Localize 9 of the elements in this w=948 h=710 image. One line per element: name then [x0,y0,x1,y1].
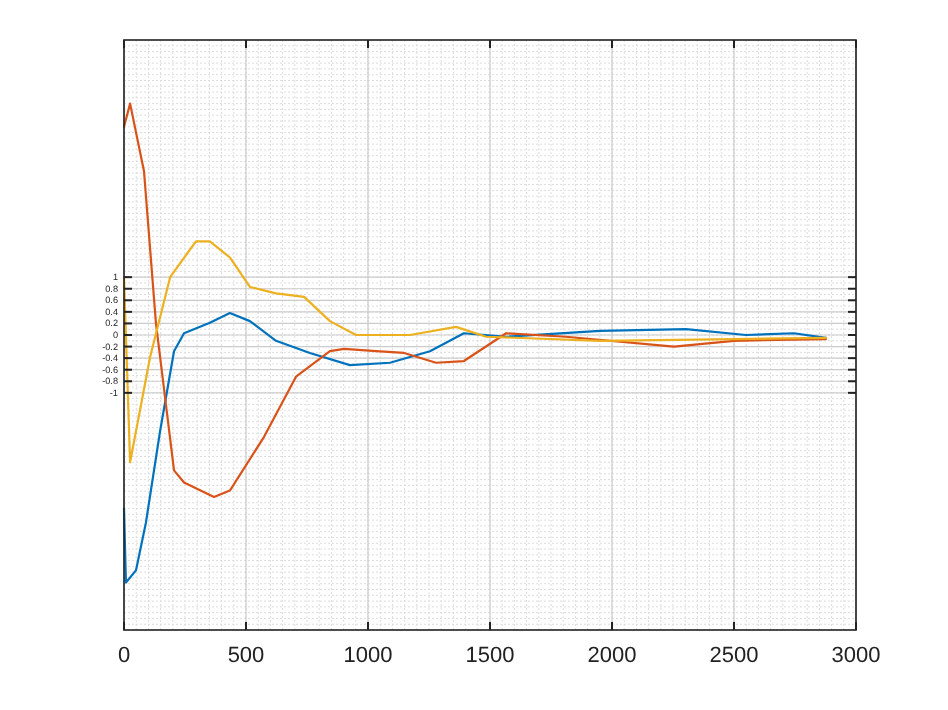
x-tick-label: 1500 [465,644,515,668]
x-tick-label: 1000 [343,644,393,668]
x-tick-label: 3000 [831,644,881,668]
line-series [122,311,828,584]
line-series [122,240,828,464]
x-tick-label: 2500 [709,644,759,668]
x-tick-label: 500 [227,644,265,668]
line-series [122,102,828,499]
x-tick-label: 2000 [587,644,637,668]
